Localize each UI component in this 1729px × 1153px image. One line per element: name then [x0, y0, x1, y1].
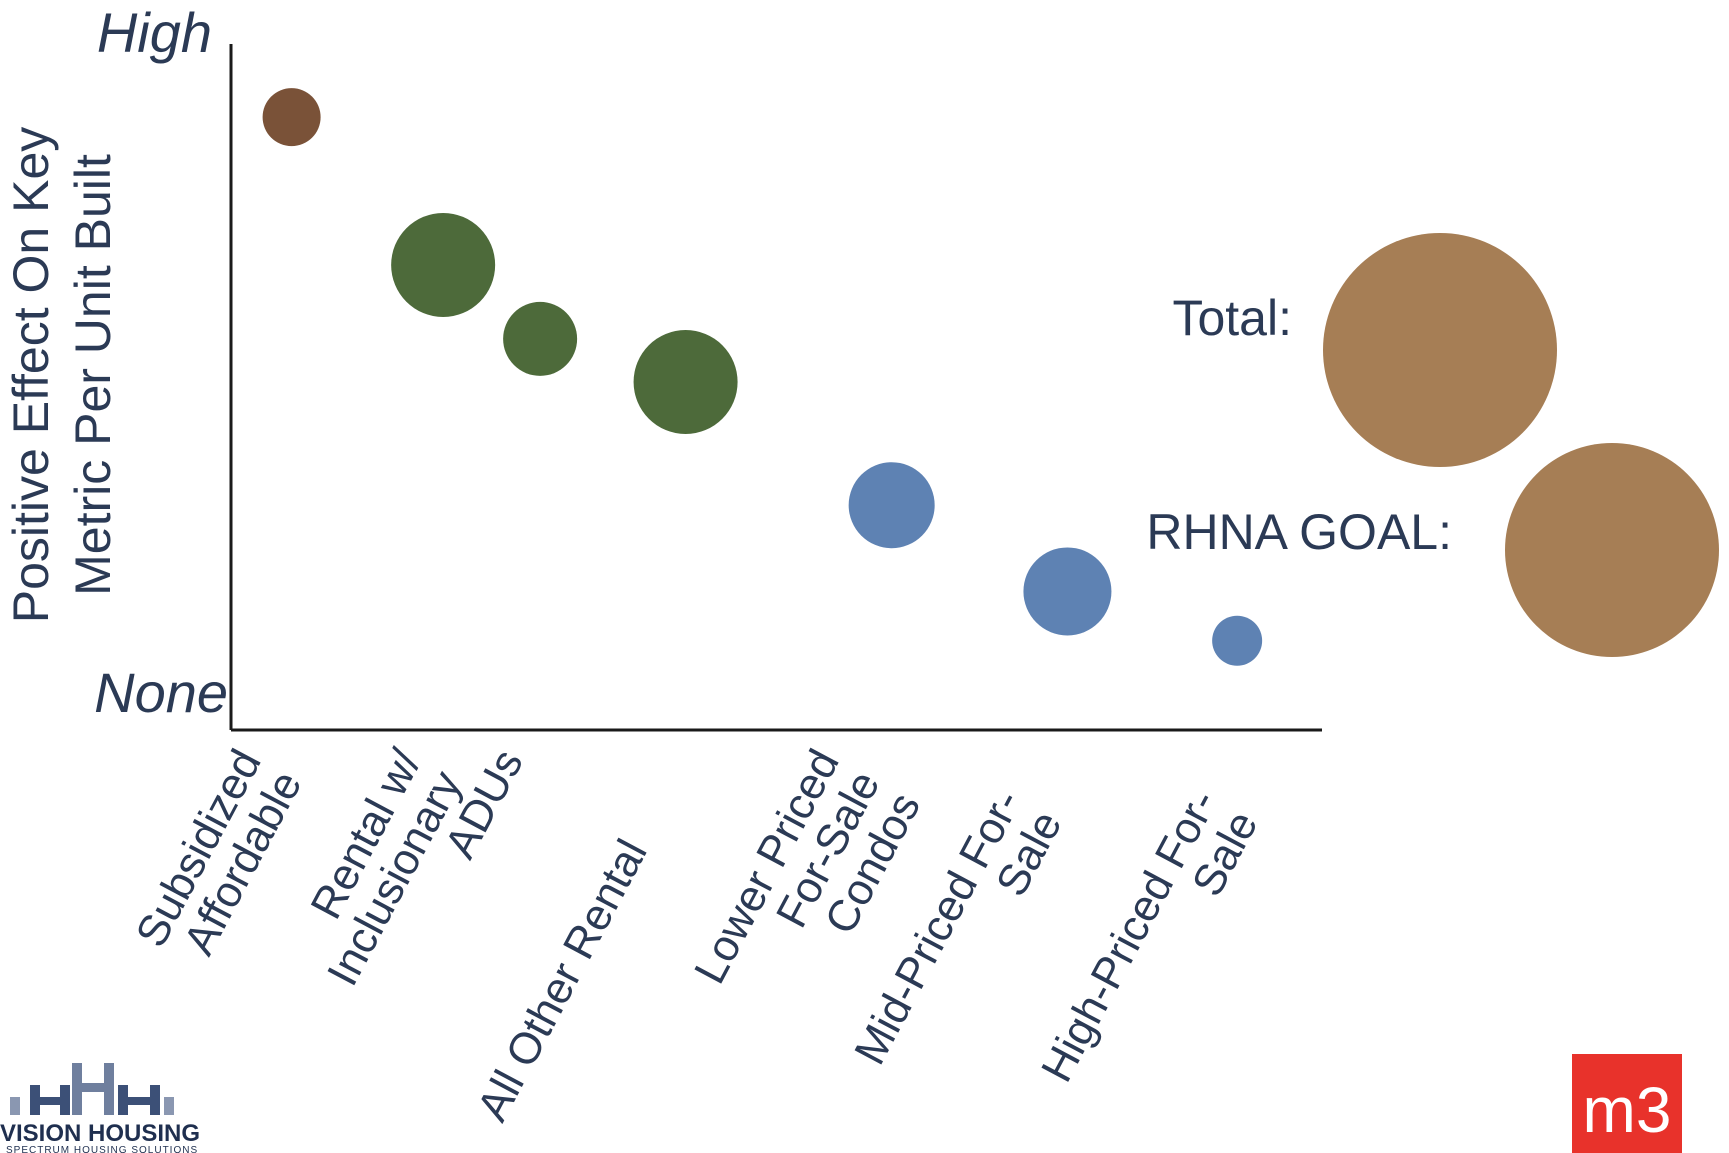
vision-housing-logo: VISION HOUSING SPECTRUM HOUSING SOLUTION… [0, 1063, 200, 1153]
bubble-7 [1212, 615, 1263, 666]
y-high-label: High [97, 1, 212, 64]
category-label-4: All Other Rental [468, 832, 657, 1129]
category-label-2: Rental w/Inclusionary [301, 741, 471, 994]
y-low-label: None [94, 661, 228, 724]
vision-housing-logo-subtext: SPECTRUM HOUSING SOLUTIONS [6, 1145, 198, 1153]
vision-housing-logo-text: VISION HOUSING [0, 1120, 200, 1147]
m3-logo-background [1572, 1054, 1682, 1153]
summary-label-1: Total: [1172, 290, 1292, 346]
bubble-6 [1023, 547, 1112, 636]
category-label-4-line-1: All Other Rental [468, 832, 657, 1129]
vision-housing-logo-mark [10, 1063, 174, 1115]
y-axis-title-line-2: Metric Per Unit Built [65, 154, 121, 596]
summary-bubble-2 [1505, 443, 1719, 657]
summary-label-2: RHNA GOAL: [1146, 504, 1452, 560]
summary-group: Total: RHNA GOAL: [1146, 233, 1719, 657]
m3-logo: m3 [1572, 1054, 1682, 1153]
bubble-4 [633, 330, 738, 434]
bubble-3 [503, 301, 578, 376]
bubble-1 [262, 88, 321, 147]
summary-bubble-1 [1323, 233, 1557, 467]
bubble-2 [391, 212, 496, 317]
m3-logo-text: m3 [1583, 1074, 1672, 1146]
bubble-series [262, 88, 1263, 666]
y-axis-title-line-1: Positive Effect On Key [3, 127, 59, 624]
bubble-5 [848, 462, 935, 549]
